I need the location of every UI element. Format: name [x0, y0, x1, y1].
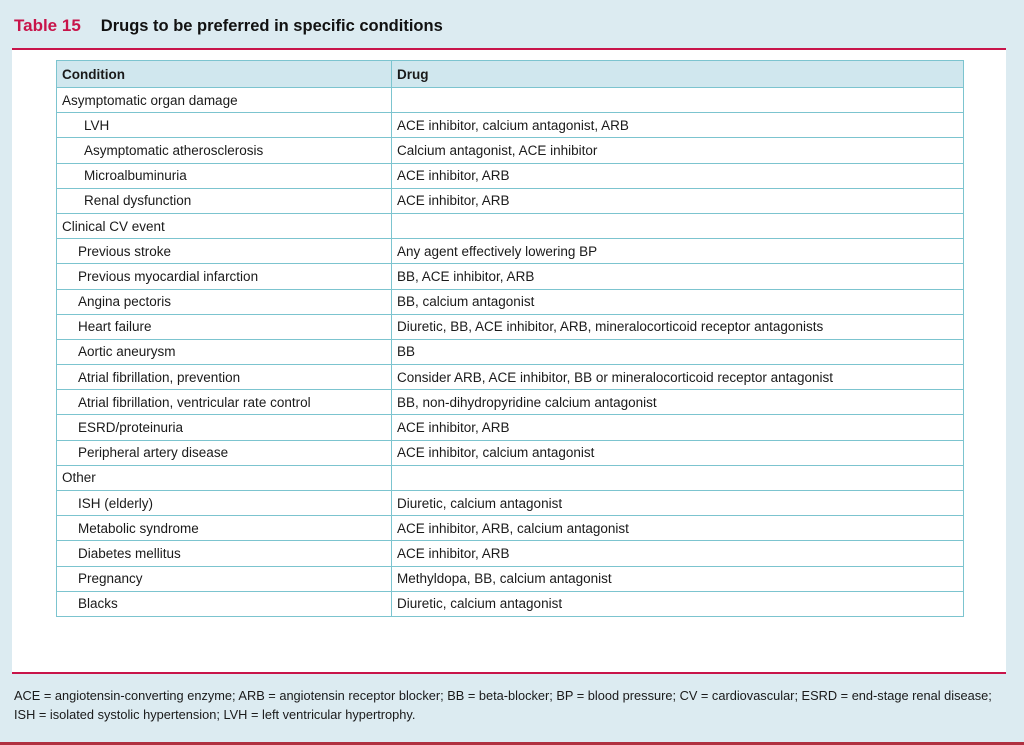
table-row: Renal dysfunction ACE inhibitor, ARB: [56, 187, 964, 214]
table-row: Asymptomatic atherosclerosis Calcium anta…: [56, 137, 964, 164]
table-row: ISH (elderly) Diuretic, calcium antagonis…: [56, 489, 964, 517]
drug-cell: Diuretic, calcium antagonist: [391, 489, 964, 517]
table-number: Table 15: [14, 16, 81, 35]
table-row: Peripheral artery disease ACE inhibitor, …: [56, 439, 964, 466]
condition-cell: ISH (elderly): [56, 489, 392, 517]
table-row: Microalbuminuria ACE inhibitor, ARB: [56, 162, 964, 189]
table-row: Metabolic syndrome ACE inhibitor, ARB, ca…: [56, 515, 964, 542]
bottom-rule: [12, 672, 1006, 674]
drug-cell: BB, non-dihydropyridine calcium antagoni…: [391, 389, 964, 416]
drug-cell: ACE inhibitor, ARB: [391, 414, 964, 441]
drug-cell: ACE inhibitor, ARB: [391, 187, 964, 214]
drug-cell: ACE inhibitor, ARB: [391, 162, 964, 189]
table-row: Atrial fibrillation, ventricular rate co…: [56, 389, 964, 416]
top-rule: [12, 48, 1006, 50]
condition-cell: Diabetes mellitus: [56, 540, 392, 567]
table-row: Atrial fibrillation, prevention Consider …: [56, 364, 964, 391]
drug-cell: Calcium antagonist, ACE inhibitor: [391, 137, 964, 164]
header-condition: Condition: [56, 60, 392, 88]
drug-cell: BB, calcium antagonist: [391, 288, 964, 315]
condition-cell: Peripheral artery disease: [56, 439, 392, 466]
drug-cell: BB, ACE inhibitor, ARB: [391, 263, 964, 290]
table-row: Previous stroke Any agent effectively low…: [56, 238, 964, 265]
condition-cell: Previous stroke: [56, 238, 392, 265]
condition-cell: Pregnancy: [56, 565, 392, 592]
header-row: Condition Drug: [56, 60, 964, 88]
condition-cell: Atrial fibrillation, prevention: [56, 364, 392, 391]
condition-cell: Metabolic syndrome: [56, 515, 392, 542]
drug-cell: ACE inhibitor, calcium antagonist: [391, 439, 964, 466]
group-heading: Asymptomatic organ damage: [56, 86, 392, 114]
drug-cell: [391, 464, 964, 492]
table-title: Drugs to be preferred in specific condit…: [100, 16, 443, 35]
condition-cell: Heart failure: [56, 313, 392, 340]
table-row: Aortic aneurysm BB: [56, 338, 964, 366]
condition-cell: LVH: [56, 112, 392, 139]
table-row: LVH ACE inhibitor, calcium antagonist, AR…: [56, 112, 964, 139]
drug-cell: Methyldopa, BB, calcium antagonist: [391, 565, 964, 592]
condition-cell: Aortic aneurysm: [56, 338, 392, 366]
table-row: Angina pectoris BB, calcium antagonist: [56, 288, 964, 315]
table-row: Previous myocardial infarction BB, ACE in…: [56, 263, 964, 290]
condition-cell: Microalbuminuria: [56, 162, 392, 189]
group-heading: Other: [56, 464, 392, 492]
drug-table: Condition Drug Asymptomatic organ damage…: [56, 60, 964, 617]
footnote-line-2: ISH = isolated systolic hypertension; LV…: [14, 707, 416, 722]
condition-cell: Previous myocardial infarction: [56, 263, 392, 290]
drug-cell: Diuretic, calcium antagonist: [391, 590, 964, 617]
table-row: Pregnancy Methyldopa, BB, calcium antagon…: [56, 565, 964, 592]
table-row: Other: [56, 464, 964, 492]
condition-cell: Asymptomatic atherosclerosis: [56, 137, 392, 164]
condition-cell: Angina pectoris: [56, 288, 392, 315]
table-row: Heart failure Diuretic, BB, ACE inhibitor…: [56, 313, 964, 340]
condition-cell: Renal dysfunction: [56, 187, 392, 214]
table-row: Clinical CV event: [56, 212, 964, 240]
drug-cell: [391, 86, 964, 114]
drug-cell: Diuretic, BB, ACE inhibitor, ARB, minera…: [391, 313, 964, 340]
drug-cell: BB: [391, 338, 964, 366]
condition-cell: Blacks: [56, 590, 392, 617]
drug-cell: ACE inhibitor, ARB: [391, 540, 964, 567]
table-row: ESRD/proteinuria ACE inhibitor, ARB: [56, 414, 964, 441]
table-row: Diabetes mellitus ACE inhibitor, ARB: [56, 540, 964, 567]
drug-cell: [391, 212, 964, 240]
group-heading: Clinical CV event: [56, 212, 392, 240]
drug-cell: Consider ARB, ACE inhibitor, BB or miner…: [391, 364, 964, 391]
table-caption: Table 15 Drugs to be preferred in specif…: [14, 14, 443, 38]
header-drug: Drug: [391, 60, 964, 88]
condition-cell: Atrial fibrillation, ventricular rate co…: [56, 389, 392, 416]
table-footnote: ACE = angiotensin-converting enzyme; ARB…: [14, 686, 1009, 724]
footnote-line-1: ACE = angiotensin-converting enzyme; ARB…: [14, 688, 992, 703]
condition-cell: ESRD/proteinuria: [56, 414, 392, 441]
table-row: Blacks Diuretic, calcium antagonist: [56, 590, 964, 617]
drug-cell: ACE inhibitor, calcium antagonist, ARB: [391, 112, 964, 139]
drug-cell: ACE inhibitor, ARB, calcium antagonist: [391, 515, 964, 542]
table-body: Asymptomatic organ damage LVH ACE inhibito…: [56, 86, 964, 617]
table-row: Asymptomatic organ damage: [56, 86, 964, 114]
drug-cell: Any agent effectively lowering BP: [391, 238, 964, 265]
